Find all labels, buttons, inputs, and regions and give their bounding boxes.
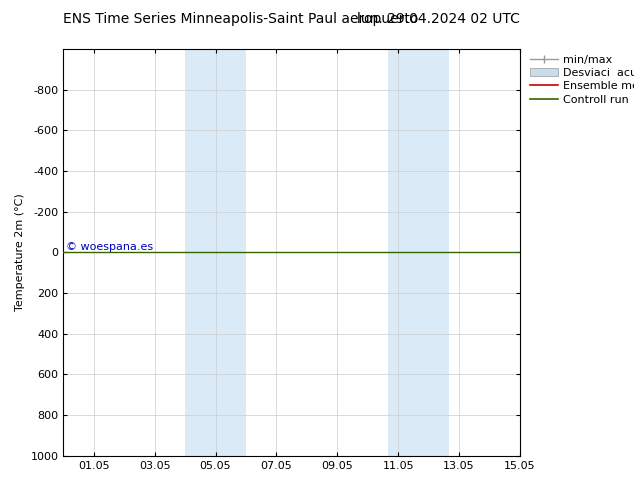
Bar bbox=[185, 49, 205, 456]
Legend: min/max, Desviaci  acute;n est  acute;ndar, Ensemble mean run, Controll run: min/max, Desviaci acute;n est acute;ndar… bbox=[530, 54, 634, 104]
Y-axis label: Temperature 2m (°C): Temperature 2m (°C) bbox=[15, 194, 25, 311]
Bar bbox=[408, 49, 449, 456]
Text: lun. 29.04.2024 02 UTC: lun. 29.04.2024 02 UTC bbox=[357, 12, 520, 26]
Text: ENS Time Series Minneapolis-Saint Paul aeropuerto: ENS Time Series Minneapolis-Saint Paul a… bbox=[63, 12, 419, 26]
Bar bbox=[205, 49, 246, 456]
Bar bbox=[388, 49, 408, 456]
Text: © woespana.es: © woespana.es bbox=[66, 243, 153, 252]
